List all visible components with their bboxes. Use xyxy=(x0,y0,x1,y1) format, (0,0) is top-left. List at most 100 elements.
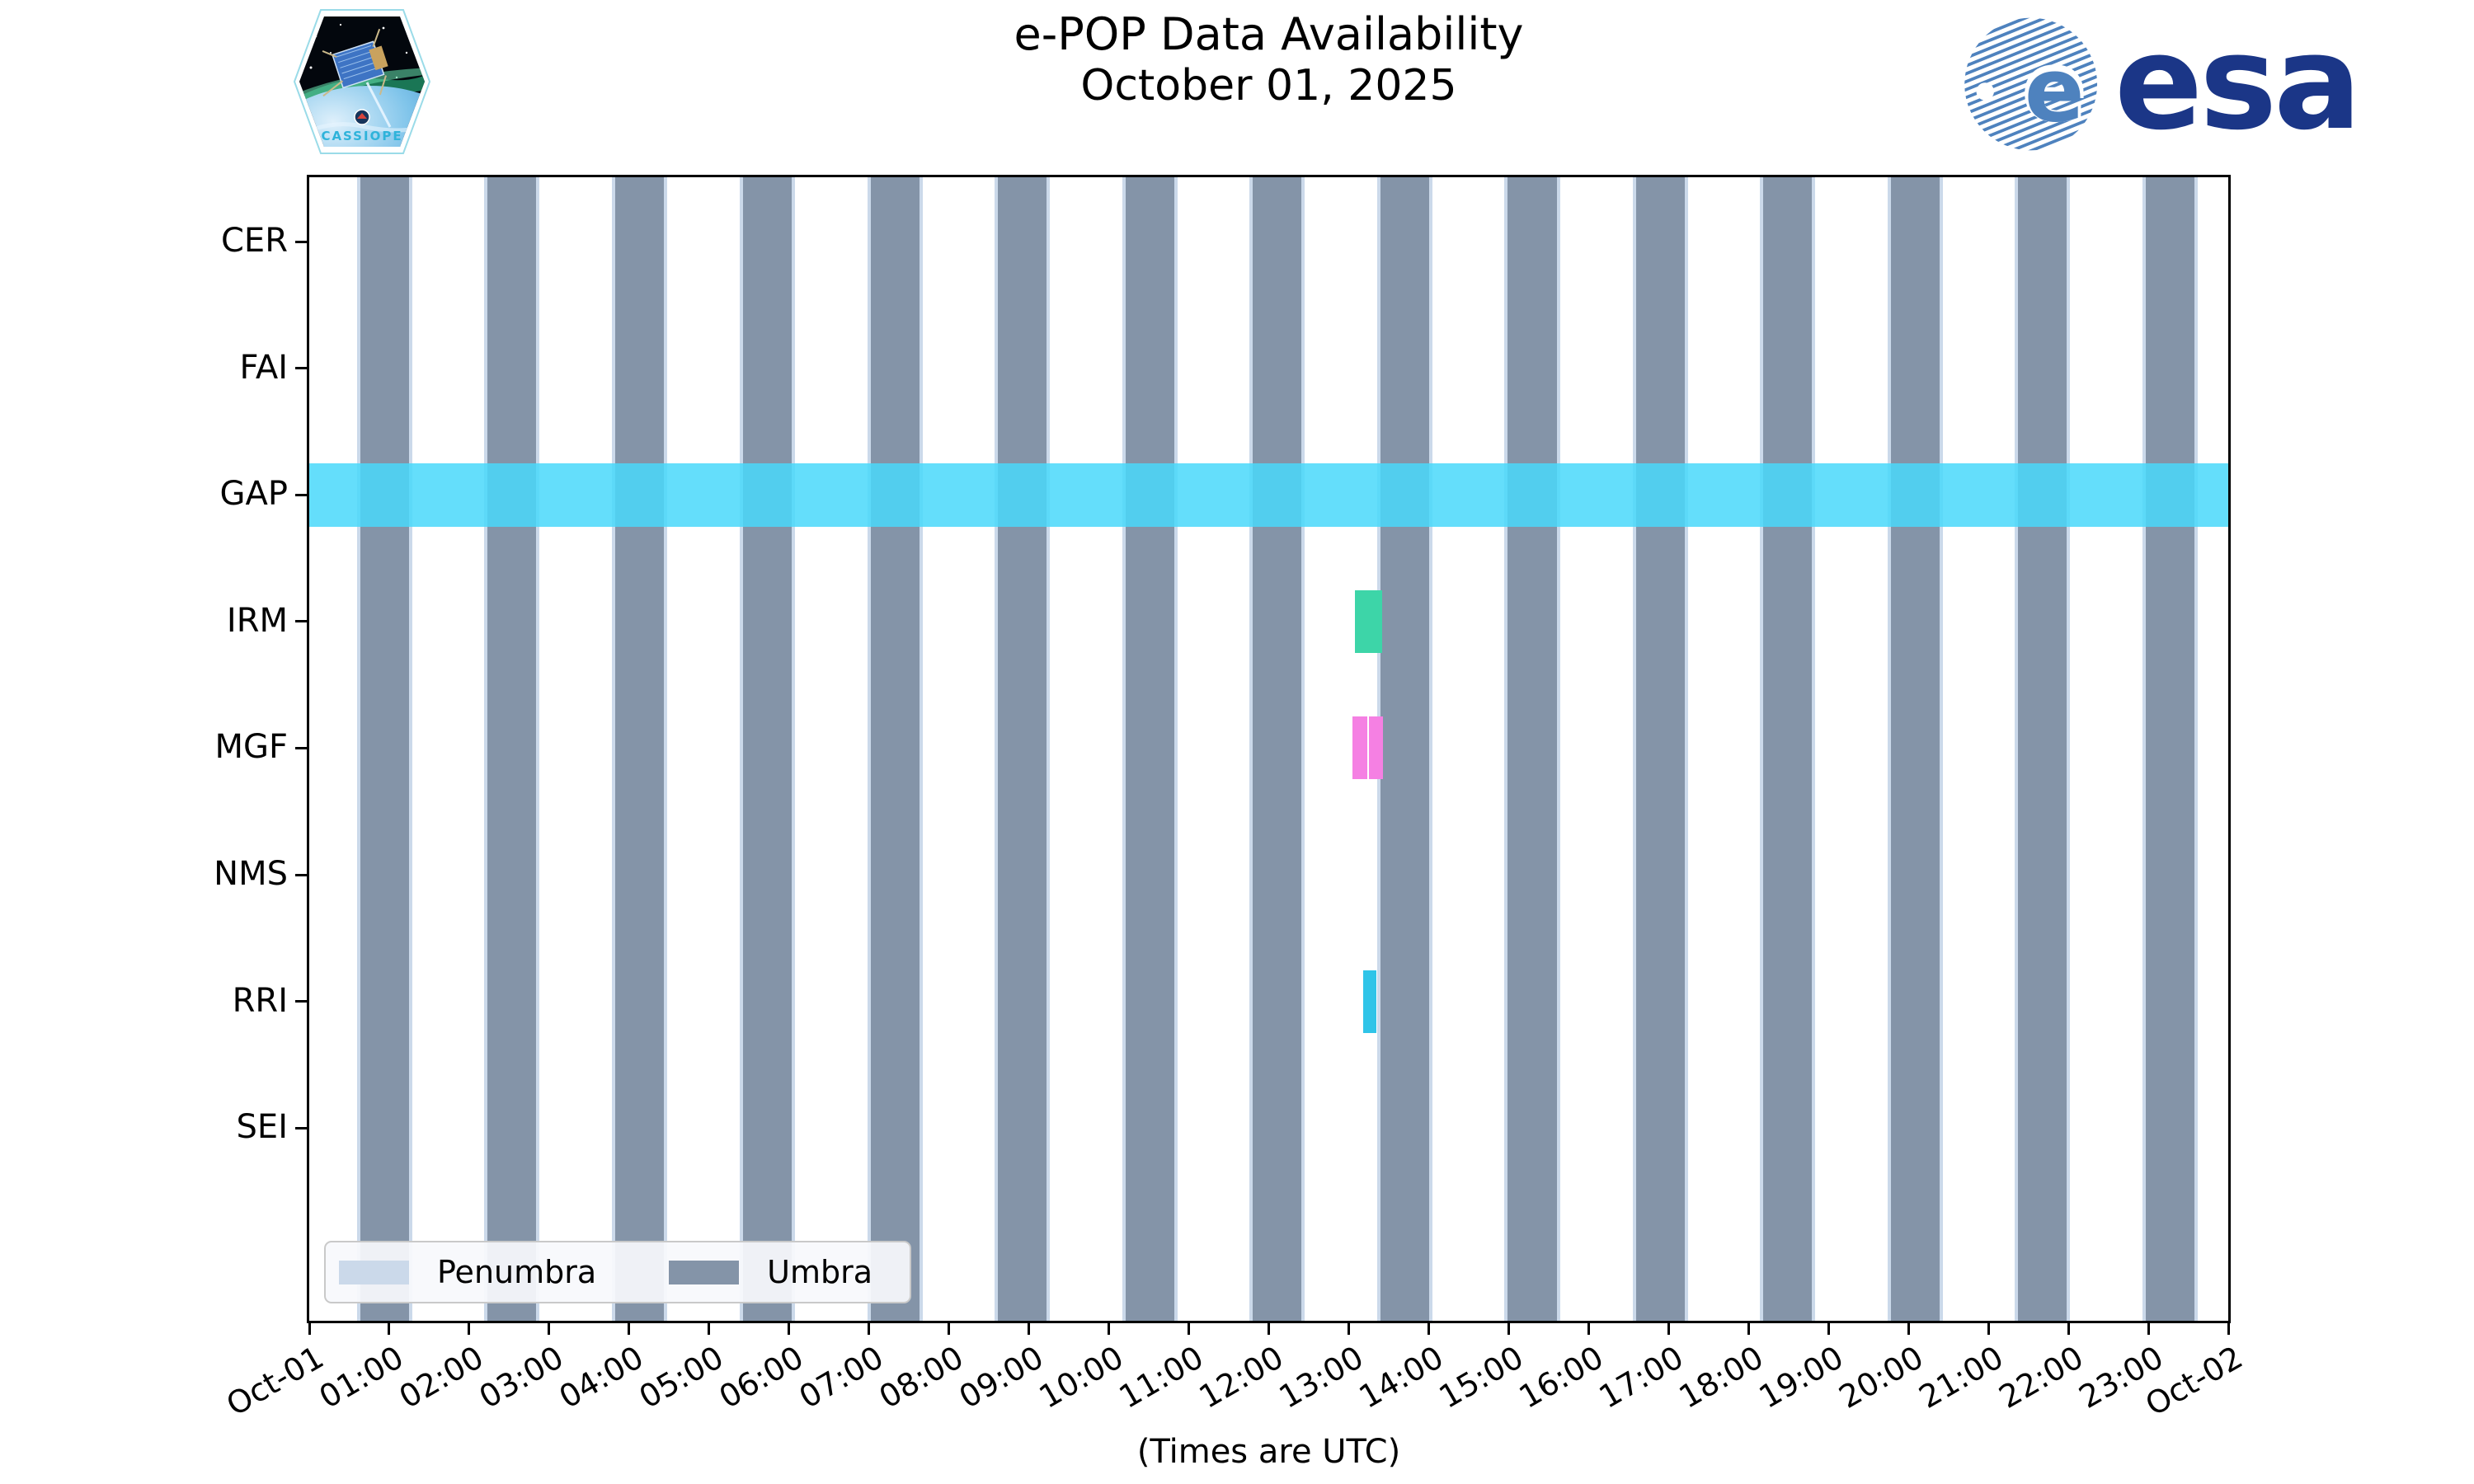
x-axis-tick-label: 04:00 xyxy=(553,1339,650,1416)
availability-bar-mgf xyxy=(1368,716,1384,780)
chart-subtitle: October 01, 2025 xyxy=(1080,60,1457,110)
x-axis-tick xyxy=(1907,1323,1910,1335)
plot-area: Oct-01 01:00 02:00 03:00 04:00 05:00 06:00 07:0… xyxy=(214,175,2249,1423)
x-axis-tick-label: 14:00 xyxy=(1352,1339,1450,1416)
umbra-bar xyxy=(1249,177,1305,1321)
y-axis-row-label-cer: CER xyxy=(221,222,288,261)
x-axis-tick xyxy=(1747,1323,1750,1335)
x-axis-tick-label: 09:00 xyxy=(952,1339,1050,1416)
y-axis-row-label-sei: SEI xyxy=(236,1108,288,1147)
x-axis-tick-label: 22:00 xyxy=(1992,1339,2090,1416)
umbra-bar xyxy=(484,177,540,1321)
x-axis-tick xyxy=(468,1323,471,1335)
y-axis-row-label-gap: GAP xyxy=(219,475,288,514)
x-axis-tick-label: 12:00 xyxy=(1192,1339,1290,1416)
patch-beam xyxy=(365,82,392,128)
umbra-bar xyxy=(1887,177,1943,1321)
y-axis-tick xyxy=(295,493,307,496)
umbra-legend-swatch xyxy=(669,1260,740,1284)
x-axis-tick xyxy=(1268,1323,1270,1335)
y-axis-row-label-mgf: MGF xyxy=(214,728,288,767)
cassiope-mission-patch: CASSIOPE xyxy=(291,3,433,160)
x-axis-tick xyxy=(1987,1323,1990,1335)
x-axis-tick xyxy=(868,1323,871,1335)
penumbra-legend-swatch xyxy=(339,1260,409,1284)
esa-wordmark: esa xyxy=(2114,7,2362,159)
y-axis-row-label-irm: IRM xyxy=(226,601,288,640)
x-axis-tick-label: 19:00 xyxy=(1752,1339,1850,1416)
patch-aurora-glow xyxy=(299,68,425,106)
x-axis-tick xyxy=(2067,1323,2070,1335)
esa-globe-icon: e e xyxy=(1964,17,2098,151)
chart-title: e-POP Data Availability xyxy=(1014,8,1524,60)
umbra-bar xyxy=(739,177,795,1321)
legend: Penumbra Umbra xyxy=(324,1241,911,1303)
x-axis-tick xyxy=(548,1323,551,1335)
x-axis-tick-label: 13:00 xyxy=(1272,1339,1370,1416)
y-axis-row-label-nms: NMS xyxy=(214,855,288,894)
patch-csa-chevron xyxy=(357,113,367,119)
y-axis-tick xyxy=(295,620,307,623)
x-axis-tick xyxy=(628,1323,631,1335)
umbra-bar xyxy=(1122,177,1178,1321)
umbra-bar xyxy=(1759,177,1815,1321)
y-axis-tick xyxy=(295,873,307,876)
umbra-legend-label: Umbra xyxy=(767,1254,873,1290)
svg-text:e: e xyxy=(2020,28,2088,145)
patch-satellite xyxy=(322,28,388,97)
x-axis-tick-label: 07:00 xyxy=(793,1339,890,1416)
x-axis-tick xyxy=(948,1323,951,1335)
y-axis-tick xyxy=(295,1126,307,1129)
umbra-bar xyxy=(2142,177,2199,1321)
chart-title-block: e-POP Data Availability October 01, 2025 xyxy=(309,8,2228,111)
umbra-bar xyxy=(1504,177,1560,1321)
y-axis-tick xyxy=(295,240,307,243)
umbra-bar xyxy=(612,177,668,1321)
y-axis-tick xyxy=(295,367,307,370)
y-axis-row-label-fai: FAI xyxy=(239,348,289,387)
x-axis-tick-label: 21:00 xyxy=(1912,1339,2010,1416)
x-axis-tick xyxy=(1028,1323,1031,1335)
x-axis-tick-label: Oct-01 xyxy=(220,1339,330,1423)
umbra-bar xyxy=(1377,177,1433,1321)
patch-cassiope-text: CASSIOPE xyxy=(321,129,402,143)
x-axis-tick xyxy=(788,1323,791,1335)
availability-bar-gap xyxy=(309,463,2228,528)
penumbra-legend-label: Penumbra xyxy=(437,1254,597,1290)
x-axis-tick-label: 03:00 xyxy=(473,1339,570,1416)
x-axis-tick-label: 15:00 xyxy=(1432,1339,1530,1416)
x-axis-tick-label: 02:00 xyxy=(393,1339,490,1416)
x-axis-tick-label: 05:00 xyxy=(633,1339,730,1416)
x-axis-tick-label: 17:00 xyxy=(1592,1339,1690,1416)
availability-bar-rri xyxy=(1362,970,1377,1033)
svg-text:e: e xyxy=(2025,40,2085,143)
x-axis-tick-label: 08:00 xyxy=(872,1339,970,1416)
x-axis-tick xyxy=(1667,1323,1670,1335)
umbra-bar xyxy=(867,177,923,1321)
x-axis-tick xyxy=(2147,1323,2150,1335)
x-axis-tick-label: 18:00 xyxy=(1672,1339,1770,1416)
availability-bar-mgf xyxy=(1352,716,1367,780)
x-axis-tick xyxy=(1427,1323,1430,1335)
x-axis-tick-label: 10:00 xyxy=(1032,1339,1130,1416)
x-axis-tick xyxy=(1507,1323,1510,1335)
x-axis-tick xyxy=(388,1323,391,1335)
x-axis-tick-label: 06:00 xyxy=(713,1339,810,1416)
x-axis-tick xyxy=(2227,1323,2230,1335)
x-axis-tick xyxy=(1587,1323,1590,1335)
y-axis-tick xyxy=(295,1000,307,1003)
x-axis-tick xyxy=(308,1323,311,1335)
umbra-bar xyxy=(994,177,1050,1321)
y-axis-row-label-rri: RRI xyxy=(232,981,288,1020)
x-axis-label: (Times are UTC) xyxy=(1136,1433,1401,1471)
x-axis-tick xyxy=(1827,1323,1830,1335)
x-axis-tick xyxy=(1347,1323,1350,1335)
x-axis-tick-label: 11:00 xyxy=(1112,1339,1210,1416)
x-axis-tick-label: 01:00 xyxy=(313,1339,410,1416)
umbra-bar xyxy=(1632,177,1688,1321)
x-axis-tick xyxy=(708,1323,711,1335)
x-axis-tick xyxy=(1108,1323,1111,1335)
y-axis-tick xyxy=(295,746,307,749)
umbra-bar xyxy=(2014,177,2071,1321)
